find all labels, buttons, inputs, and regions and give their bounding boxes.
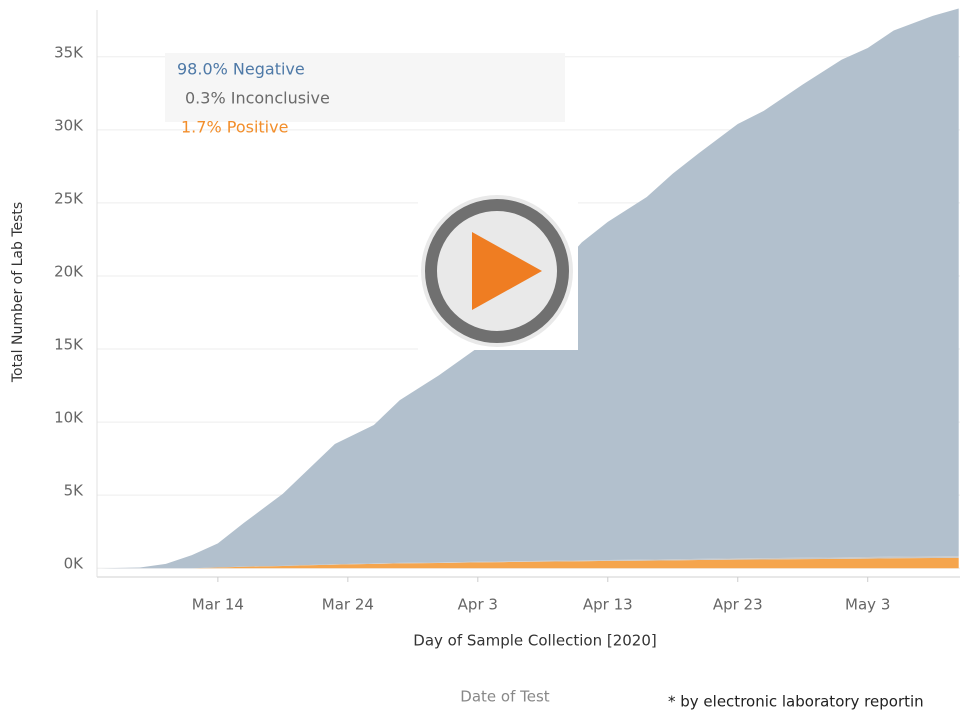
filter-label: Date of Test [460,688,550,706]
y-tick-label: 25K [54,189,84,207]
y-axis-label: Total Number of Lab Tests [10,202,26,383]
x-axis-label: Day of Sample Collection [2020] [413,632,656,650]
x-tick-label: Apr 3 [458,596,498,614]
legend-entry: 0.3% Inconclusive [185,89,330,108]
legend-box [165,53,565,122]
legend-entry: 1.7% Positive [181,118,288,137]
area [100,557,959,569]
y-tick-label: 35K [54,43,84,61]
x-tick-label: May 3 [845,596,890,614]
y-tick-label: 30K [54,116,84,134]
play-triangle [472,232,542,310]
legend: 98.0% Negative 0.3% Inconclusive 1.7% Posi… [177,60,330,137]
x-tick-label: Apr 23 [713,596,763,614]
y-tick-label: 10K [54,409,84,427]
y-tick-label: 5K [64,482,85,500]
area [100,556,959,569]
legend-entry: 98.0% Negative [177,60,305,79]
x-tick-label: Apr 13 [583,596,633,614]
y-tick-label: 20K [54,262,84,280]
x-tick-label: Mar 14 [192,596,244,614]
areas [100,8,959,569]
play-button[interactable] [418,190,578,350]
area [100,8,959,569]
play-ring [425,199,569,343]
footnote: * by electronic laboratory reportin [668,693,924,711]
y-tick-label: 15K [54,336,84,354]
x-tick-label: Mar 24 [322,596,374,614]
y-tick-label: 0K [64,555,85,573]
